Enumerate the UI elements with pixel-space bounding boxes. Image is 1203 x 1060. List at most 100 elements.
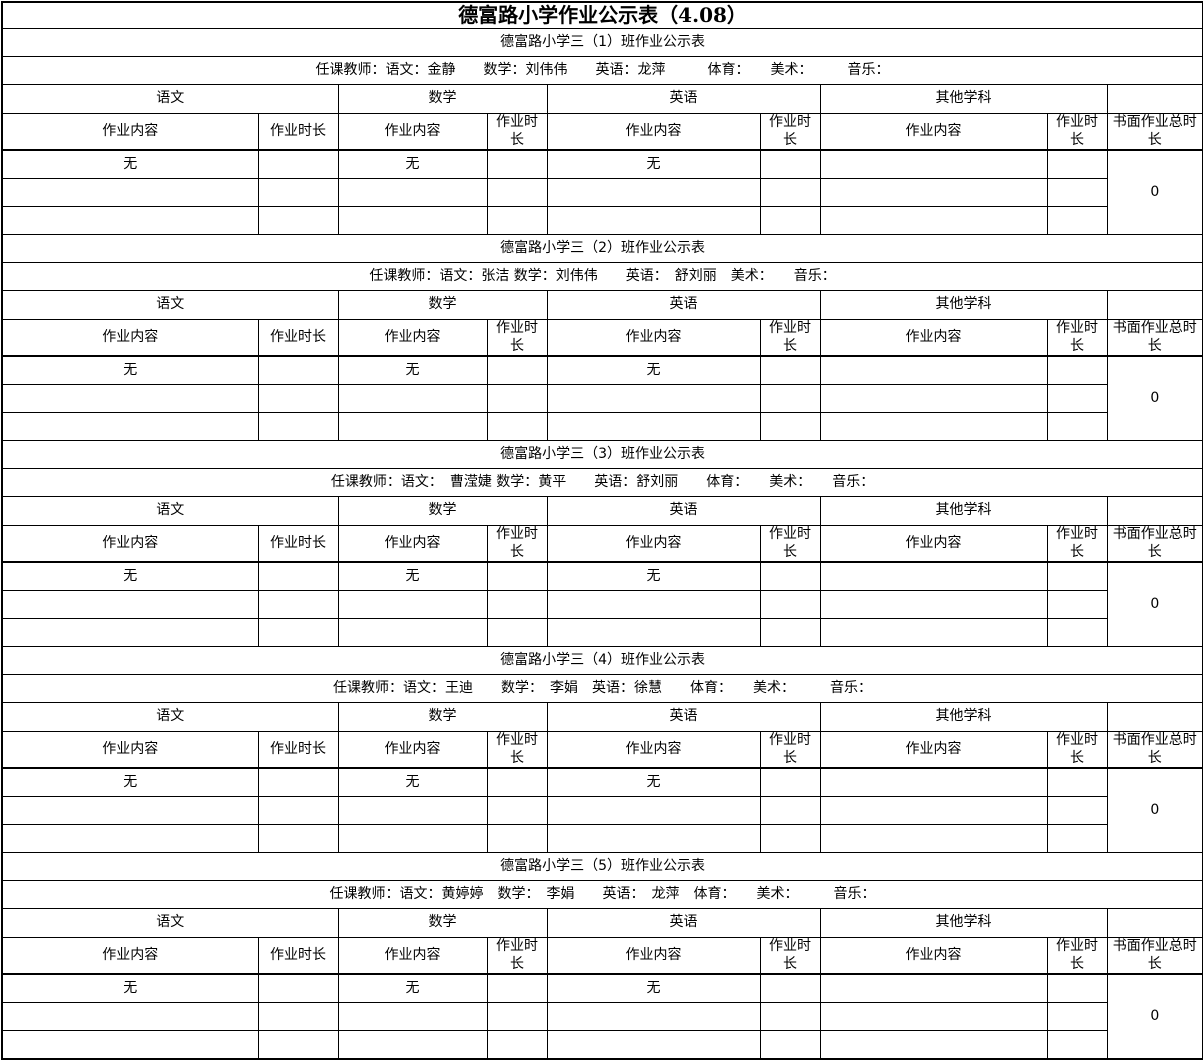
homework-duration-cell: [486, 824, 548, 853]
homework-duration-cell: [257, 824, 339, 853]
homework-duration-cell: [1046, 590, 1108, 619]
subject-header-chinese: 语文: [1, 290, 339, 320]
total-header-spacer: [1106, 702, 1203, 732]
homework-duration-cell: [1046, 973, 1108, 1003]
subject-header-english: 英语: [546, 290, 821, 320]
homework-data-row: [1, 178, 1203, 207]
homework-duration-cell: [1046, 561, 1108, 591]
homework-duration-cell: [1046, 618, 1108, 647]
homework-content-cell: [546, 796, 761, 825]
homework-content-cell: 无: [337, 767, 488, 797]
homework-duration-cell: [486, 178, 548, 207]
subject-header-math: 数学: [337, 290, 548, 320]
content-header: 作业内容: [1, 937, 259, 975]
homework-content-cell: [819, 796, 1048, 825]
subject-header-english: 英语: [546, 84, 821, 114]
homework-duration-cell: [257, 767, 339, 797]
subject-header-math: 数学: [337, 84, 548, 114]
subject-header-row: 语文 数学 英语 其他学科: [1, 84, 1203, 114]
teachers-row: 任课教师：语文： 曹滢婕 数学：黄平 英语：舒刘丽 体育： 美术： 音乐：: [1, 468, 1203, 497]
subject-header-other: 其他学科: [819, 290, 1108, 320]
homework-content-cell: [819, 1002, 1048, 1031]
homework-content-cell: [546, 178, 761, 207]
content-header: 作业内容: [337, 319, 488, 357]
page-title: 德富路小学作业公示表（4.08）: [1, 1, 1203, 29]
homework-data-row: [1, 1002, 1203, 1031]
homework-content-cell: 无: [546, 149, 761, 179]
content-header: 作业内容: [1, 525, 259, 563]
class-title: 德富路小学三（2）班作业公示表: [1, 234, 1203, 263]
homework-content-cell: [337, 178, 488, 207]
homework-duration-cell: [486, 973, 548, 1003]
homework-duration-cell: [759, 206, 821, 235]
subject-header-other: 其他学科: [819, 84, 1108, 114]
homework-data-row: [1, 1030, 1203, 1060]
homework-duration-cell: [257, 1002, 339, 1031]
homework-content-cell: 无: [1, 767, 259, 797]
homework-duration-cell: [257, 149, 339, 179]
subject-header-chinese: 语文: [1, 702, 339, 732]
homework-duration-cell: [1046, 206, 1108, 235]
homework-content-cell: [819, 149, 1048, 179]
class-title-row: 德富路小学三（4）班作业公示表: [1, 646, 1203, 675]
total-duration-cell: 0: [1106, 767, 1203, 853]
homework-duration-cell: [486, 1030, 548, 1060]
duration-header: 作业时长: [486, 937, 548, 975]
content-header: 作业内容: [337, 113, 488, 151]
duration-header: 作业时长: [1046, 731, 1108, 769]
homework-content-cell: 无: [337, 149, 488, 179]
homework-content-cell: [1, 590, 259, 619]
homework-content-cell: 无: [1, 561, 259, 591]
page-title-row: 德富路小学作业公示表（4.08）: [1, 1, 1203, 29]
homework-content-cell: 无: [1, 355, 259, 385]
homework-content-cell: [337, 824, 488, 853]
content-header: 作业内容: [819, 113, 1048, 151]
subject-header-row: 语文 数学 英语 其他学科: [1, 496, 1203, 526]
homework-duration-cell: [759, 796, 821, 825]
duration-header: 作业时长: [759, 937, 821, 975]
subject-header-row: 语文 数学 英语 其他学科: [1, 290, 1203, 320]
homework-content-cell: [337, 618, 488, 647]
homework-duration-cell: [486, 149, 548, 179]
homework-content-cell: 无: [546, 561, 761, 591]
column-header-row: 作业内容 作业时长 作业内容 作业时长 作业内容 作业时长 作业内容 作业时长 …: [1, 937, 1203, 975]
duration-header: 作业时长: [257, 525, 339, 563]
homework-duration-cell: [1046, 178, 1108, 207]
homework-duration-cell: [257, 206, 339, 235]
subject-header-chinese: 语文: [1, 84, 339, 114]
homework-duration-cell: [1046, 355, 1108, 385]
class-title: 德富路小学三（4）班作业公示表: [1, 646, 1203, 675]
homework-content-cell: [819, 206, 1048, 235]
homework-content-cell: [337, 1030, 488, 1060]
duration-header: 作业时长: [486, 113, 548, 151]
total-duration-header: 书面作业总时长: [1106, 937, 1203, 975]
duration-header: 作业时长: [486, 319, 548, 357]
class-title: 德富路小学三（5）班作业公示表: [1, 852, 1203, 881]
subject-header-chinese: 语文: [1, 908, 339, 938]
homework-content-cell: [1, 824, 259, 853]
homework-duration-cell: [257, 178, 339, 207]
homework-duration-cell: [257, 590, 339, 619]
homework-content-cell: [1, 178, 259, 207]
homework-data-row: 无 无 无 0: [1, 149, 1203, 235]
homework-duration-cell: [257, 973, 339, 1003]
homework-duration-cell: [759, 149, 821, 179]
homework-duration-cell: [1046, 149, 1108, 179]
duration-header: 作业时长: [257, 731, 339, 769]
total-duration-cell: 0: [1106, 561, 1203, 647]
total-header-spacer: [1106, 908, 1203, 938]
duration-header: 作业时长: [759, 319, 821, 357]
homework-duration-cell: [759, 618, 821, 647]
homework-content-cell: [819, 824, 1048, 853]
homework-data-row: [1, 824, 1203, 853]
homework-content-cell: [819, 412, 1048, 441]
homework-content-cell: 无: [337, 973, 488, 1003]
duration-header: 作业时长: [759, 731, 821, 769]
subject-header-english: 英语: [546, 908, 821, 938]
subject-header-math: 数学: [337, 496, 548, 526]
total-duration-header: 书面作业总时长: [1106, 525, 1203, 563]
homework-content-cell: [337, 412, 488, 441]
homework-duration-cell: [759, 1030, 821, 1060]
homework-duration-cell: [1046, 1002, 1108, 1031]
homework-content-cell: 无: [546, 767, 761, 797]
